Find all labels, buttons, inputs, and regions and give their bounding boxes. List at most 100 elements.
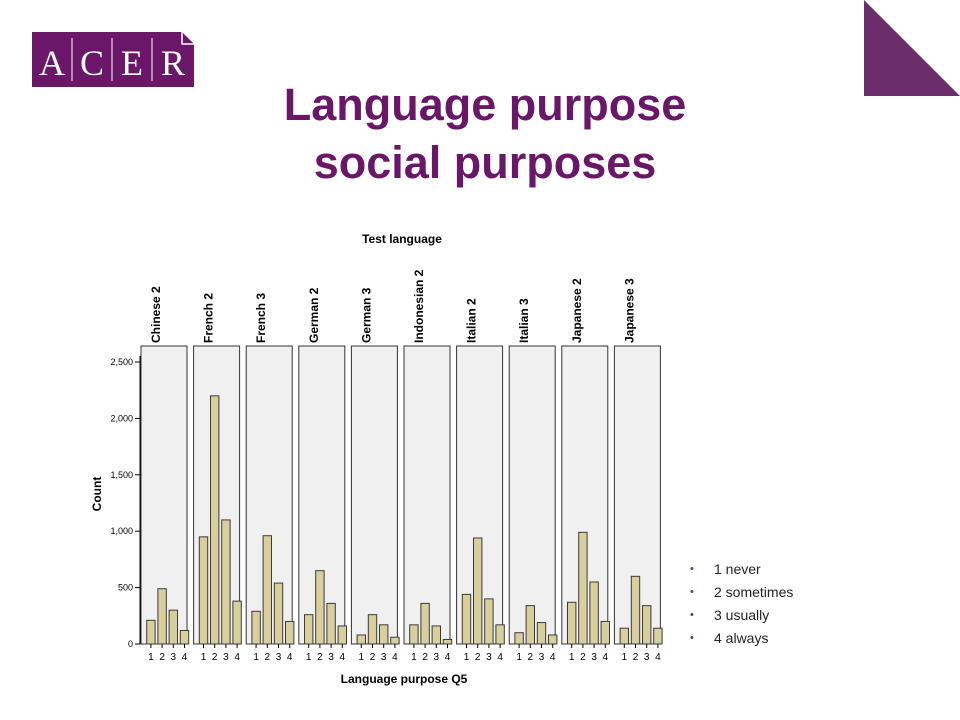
- y-tick-label: 2,500: [110, 357, 133, 367]
- bar-french-3-2: [262, 535, 273, 645]
- bar-french-3-1: [251, 610, 261, 645]
- x-tick-label: 4: [655, 652, 661, 663]
- x-tick-label: 3: [276, 652, 282, 663]
- bar-french-2-4: [232, 600, 242, 645]
- bar-german-2-3: [326, 602, 336, 645]
- x-tick-label: 2: [317, 652, 323, 663]
- x-tick-label: 1: [253, 652, 259, 663]
- x-tick-label: 3: [486, 652, 492, 663]
- panel-indonesian-2: [403, 345, 451, 645]
- x-tick-label: 2: [370, 652, 376, 663]
- x-tick-label: 4: [603, 652, 609, 663]
- y-tick-label: 500: [118, 583, 133, 593]
- y-axis-label: Count: [90, 477, 104, 512]
- bar-chinese-2-3: [168, 609, 179, 645]
- bar-japanese-2-3: [589, 581, 599, 645]
- x-tick-label: 3: [381, 652, 387, 663]
- x-tick-label: 3: [539, 652, 545, 663]
- bar-french-2-2: [210, 395, 220, 645]
- x-tick-label: 3: [223, 652, 229, 663]
- svg-text:E: E: [121, 43, 143, 83]
- bar-italian-3-3: [536, 622, 547, 645]
- x-axis-label: Language purpose Q5: [341, 672, 468, 686]
- x-tick-label: 2: [422, 652, 428, 663]
- x-tick-label: 4: [445, 652, 451, 663]
- bar-german-3-4: [390, 636, 400, 645]
- title-line-1: Language purpose: [283, 79, 687, 130]
- bar-indonesian-2-1: [409, 624, 419, 645]
- svg-text:C: C: [80, 43, 104, 83]
- bar-italian-3-4: [548, 634, 558, 645]
- bar-indonesian-2-2: [420, 602, 430, 645]
- panel-label-french-3: French 3: [254, 293, 268, 343]
- bar-japanese-2-4: [600, 620, 610, 645]
- bar-japanese-3-3: [642, 605, 652, 645]
- x-tick-label: 4: [340, 652, 346, 663]
- x-tick-label: 2: [528, 652, 534, 663]
- y-tick-label: 0: [128, 639, 133, 649]
- x-tick-label: 2: [580, 652, 586, 663]
- panel-label-chinese-2: Chinese 2: [149, 286, 163, 343]
- bar-italian-2-3: [484, 598, 494, 645]
- panel-italian-3: [508, 345, 556, 645]
- svg-text:R: R: [161, 43, 185, 83]
- bar-italian-3-2: [525, 605, 535, 645]
- x-tick-label: 1: [411, 652, 417, 663]
- panel-label-french-2: French 2: [202, 293, 216, 343]
- x-tick-label: 4: [182, 652, 188, 663]
- x-tick-label: 1: [201, 652, 207, 663]
- panel-label-indonesian-2: Indonesian 2: [412, 269, 426, 343]
- panel-label-italian-3: Italian 3: [517, 298, 531, 343]
- x-tick-label: 3: [644, 652, 650, 663]
- bar-german-3-3: [379, 624, 389, 645]
- x-tick-label: 3: [434, 652, 440, 663]
- x-tick-label: 4: [497, 652, 503, 663]
- y-tick-label: 1,500: [110, 470, 133, 480]
- x-tick-label: 1: [306, 652, 312, 663]
- x-tick-label: 2: [159, 652, 165, 663]
- panel-label-german-3: German 3: [359, 287, 373, 343]
- bar-french-3-4: [285, 620, 295, 645]
- corner-triangle: [864, 0, 960, 96]
- x-tick-label: 3: [171, 652, 177, 663]
- x-tick-label: 3: [591, 652, 597, 663]
- bar-german-2-4: [337, 625, 348, 645]
- bar-chinese-2-1: [146, 619, 156, 645]
- x-tick-label: 1: [359, 652, 365, 663]
- x-tick-label: 4: [234, 652, 240, 663]
- legend-item-sometimes: 2 sometimes: [690, 581, 793, 604]
- title-line-2: social purposes: [313, 137, 657, 188]
- x-tick-label: 1: [569, 652, 575, 663]
- bar-italian-3-1: [514, 632, 524, 645]
- bar-japanese-2-1: [567, 601, 577, 645]
- x-tick-label: 1: [622, 652, 628, 663]
- x-tick-label: 3: [328, 652, 334, 663]
- y-tick-label: 2,000: [110, 413, 133, 423]
- legend-item-usually: 3 usually: [690, 604, 793, 627]
- bar-chinese-2-2: [157, 588, 167, 645]
- bar-italian-2-2: [473, 537, 483, 645]
- x-tick-label: 2: [212, 652, 218, 663]
- response-legend: 1 never 2 sometimes 3 usually 4 always: [690, 558, 793, 650]
- x-tick-label: 4: [392, 652, 398, 663]
- bar-german-3-2: [367, 614, 378, 645]
- bar-chinese-2-4: [179, 629, 190, 645]
- x-tick-label: 1: [148, 652, 154, 663]
- bar-italian-2-4: [495, 624, 505, 645]
- bar-french-2-1: [198, 536, 209, 645]
- bar-french-3-3: [273, 582, 284, 645]
- x-tick-label: 2: [265, 652, 271, 663]
- bar-japanese-2-2: [578, 531, 588, 645]
- bar-german-2-2: [315, 570, 325, 645]
- bar-italian-2-1: [461, 593, 472, 645]
- x-tick-label: 2: [475, 652, 481, 663]
- legend-item-never: 1 never: [690, 558, 793, 581]
- bar-german-2-1: [304, 614, 314, 645]
- bar-french-2-3: [221, 519, 231, 645]
- bar-japanese-3-2: [630, 575, 641, 645]
- slide-title: Language purpose social purposes: [0, 76, 960, 192]
- chart-title: Test language: [362, 232, 442, 246]
- panel-label-german-2: German 2: [307, 287, 321, 343]
